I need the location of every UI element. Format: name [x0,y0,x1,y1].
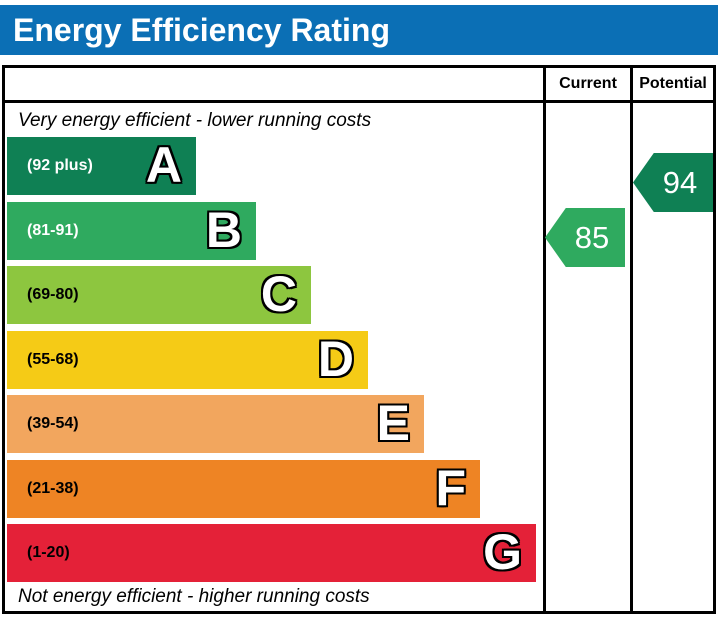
band-letter: D [317,331,354,387]
band-row: (1-20) G [7,524,536,582]
band-letter: G [483,524,522,580]
band-letter: B [205,202,242,258]
band-range-label: (92 plus) [27,157,93,174]
band-bar: (69-80) C [7,266,311,324]
rating-table: Current Potential Very energy efficient … [2,65,716,614]
band-bar: (81-91) B [7,202,256,260]
band-letter: E [376,395,410,451]
top-note: Very energy efficient - lower running co… [18,110,372,131]
band-letter: C [260,266,297,322]
band-range-label: (55-68) [27,351,79,368]
current-column-header: Current [559,75,617,92]
band-row: (55-68) D [7,331,368,389]
band-bar: (1-20) G [7,524,536,582]
band-row: (92 plus) A [7,137,196,195]
band-range-label: (69-80) [27,286,79,303]
header-row [5,68,713,103]
band-range-label: (81-91) [27,222,79,239]
band-letter: F [435,460,466,516]
potential-column-divider [630,68,713,611]
band-bar: (55-68) D [7,331,368,389]
page-title: Energy Efficiency Rating [13,11,390,48]
title-bar: Energy Efficiency Rating [0,5,718,55]
band-range-label: (39-54) [27,415,79,432]
band-letter: A [145,137,182,193]
band-bar: (39-54) E [7,395,424,453]
potential-rating-value: 94 [662,164,698,200]
potential-column-header: Potential [639,75,707,92]
band-range-label: (21-38) [27,480,79,497]
current-column-divider [543,68,630,611]
band-bar: (21-38) F [7,460,480,518]
band-row: (69-80) C [7,266,311,324]
band-row: (21-38) F [7,460,480,518]
band-row: (39-54) E [7,395,424,453]
band-bar: (92 plus) A [7,137,196,195]
bottom-note: Not energy efficient - higher running co… [18,586,370,607]
band-row: (81-91) B [7,202,256,260]
band-range-label: (1-20) [27,544,70,561]
current-rating-value: 85 [574,219,610,255]
